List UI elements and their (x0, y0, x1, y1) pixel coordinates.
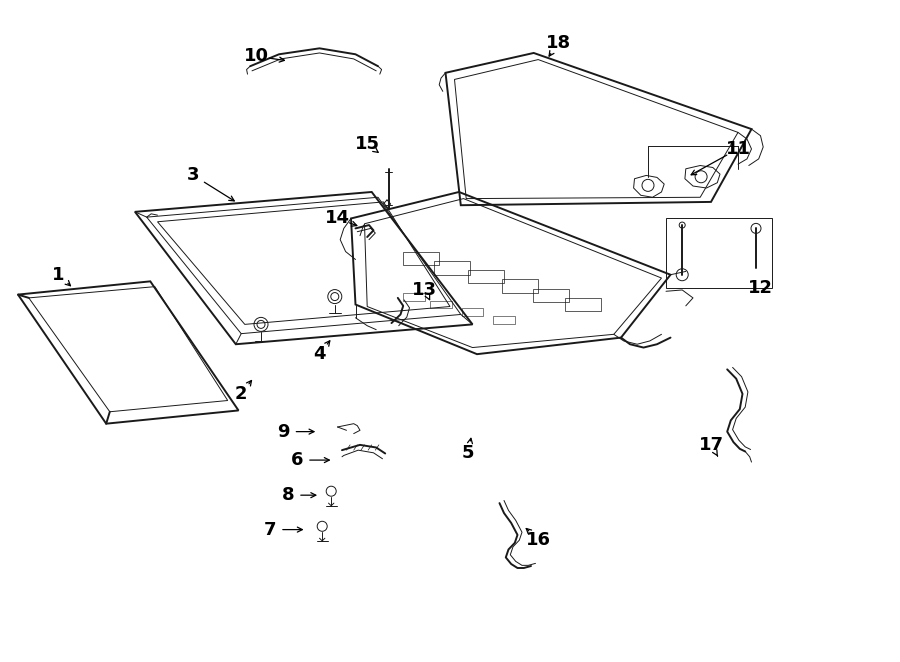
Text: 8: 8 (282, 486, 294, 504)
Text: 2: 2 (235, 385, 248, 403)
Text: 5: 5 (462, 444, 474, 463)
Text: 7: 7 (264, 520, 276, 539)
Text: 17: 17 (698, 436, 724, 454)
Text: 6: 6 (291, 451, 303, 469)
Text: 18: 18 (545, 34, 571, 52)
Text: 1: 1 (52, 265, 65, 284)
Bar (666, 218, 772, 288)
Text: 14: 14 (325, 209, 350, 228)
Text: 9: 9 (277, 422, 290, 441)
Text: 16: 16 (526, 530, 551, 549)
Text: 3: 3 (187, 166, 200, 185)
Text: 4: 4 (313, 345, 326, 363)
Text: 13: 13 (412, 281, 437, 299)
Text: 11: 11 (725, 140, 751, 158)
Text: 15: 15 (355, 135, 380, 154)
Text: 12: 12 (748, 279, 773, 297)
Text: 10: 10 (244, 47, 269, 66)
